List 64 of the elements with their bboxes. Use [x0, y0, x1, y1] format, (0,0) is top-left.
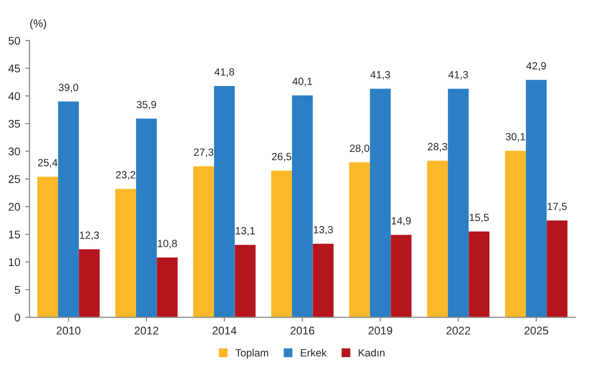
- data-label: 12,3: [80, 231, 99, 240]
- y-tick-label: 50: [8, 36, 20, 45]
- legend-label: Erkek: [300, 348, 327, 357]
- bar: [214, 86, 235, 318]
- x-tick-label: 2019: [368, 326, 392, 335]
- y-tick-label: 45: [8, 64, 20, 72]
- data-label: 14,9: [392, 217, 411, 226]
- data-label: 40,1: [292, 78, 312, 86]
- data-label: 17,5: [548, 202, 567, 212]
- x-tick-label: 2014: [212, 326, 236, 335]
- y-tick-label: 25: [8, 175, 20, 184]
- x-tick-label: 2016: [290, 326, 314, 335]
- bar: [349, 162, 370, 318]
- x-tick-label: 2010: [56, 326, 80, 335]
- bar: [312, 244, 334, 318]
- y-tick-label: 20: [8, 202, 20, 211]
- data-label: 39,0: [58, 84, 78, 92]
- x-tick-label: 2025: [524, 326, 548, 335]
- bar: [156, 258, 178, 318]
- y-tick-label: 5: [14, 286, 20, 294]
- data-label: 13,3: [314, 226, 333, 235]
- data-label: 23,2: [116, 171, 136, 180]
- bar: [546, 220, 568, 318]
- bar: [115, 188, 136, 318]
- data-label: 41,3: [448, 70, 468, 80]
- data-label: 10,8: [158, 240, 177, 248]
- data-label: 28,0: [350, 144, 370, 154]
- data-label: 25,4: [38, 158, 58, 168]
- x-tick-label: 2012: [134, 326, 158, 335]
- bar: [370, 88, 391, 318]
- bar: [427, 160, 448, 318]
- data-label: 41,3: [370, 70, 390, 80]
- bar: [526, 80, 547, 318]
- y-tick-label: 35: [8, 120, 20, 128]
- data-label: 30,1: [506, 132, 526, 142]
- data-label: 13,1: [236, 227, 255, 236]
- x-tick-label: 2022: [446, 326, 470, 335]
- data-label: 15,5: [470, 214, 489, 222]
- y-tick-label: 0: [14, 314, 20, 322]
- y-tick-label: 15: [8, 230, 20, 238]
- bar: [448, 88, 469, 318]
- data-label: 27,3: [194, 148, 214, 158]
- y-tick-label: 10: [8, 258, 20, 266]
- bar: [468, 232, 490, 318]
- bar: [271, 170, 292, 318]
- bar: [58, 101, 79, 318]
- bar: [136, 118, 157, 318]
- data-label: 35,9: [136, 100, 156, 110]
- bar: [78, 249, 100, 318]
- bar: [292, 95, 313, 318]
- data-label: 26,5: [272, 152, 292, 162]
- bar: [234, 244, 256, 318]
- bar: [37, 176, 58, 318]
- data-label: 28,3: [428, 142, 448, 152]
- bar: [193, 166, 214, 318]
- legend-label: Kadın: [358, 348, 384, 357]
- data-label: 42,9: [526, 62, 546, 71]
- y-axis-title: (%): [30, 19, 46, 30]
- bar: [390, 234, 412, 318]
- bar: [505, 150, 526, 318]
- data-label: 41,8: [214, 68, 234, 77]
- legend-label: Toplam: [235, 348, 268, 359]
- y-tick-label: 40: [8, 92, 20, 100]
- y-tick-label: 30: [8, 148, 20, 156]
